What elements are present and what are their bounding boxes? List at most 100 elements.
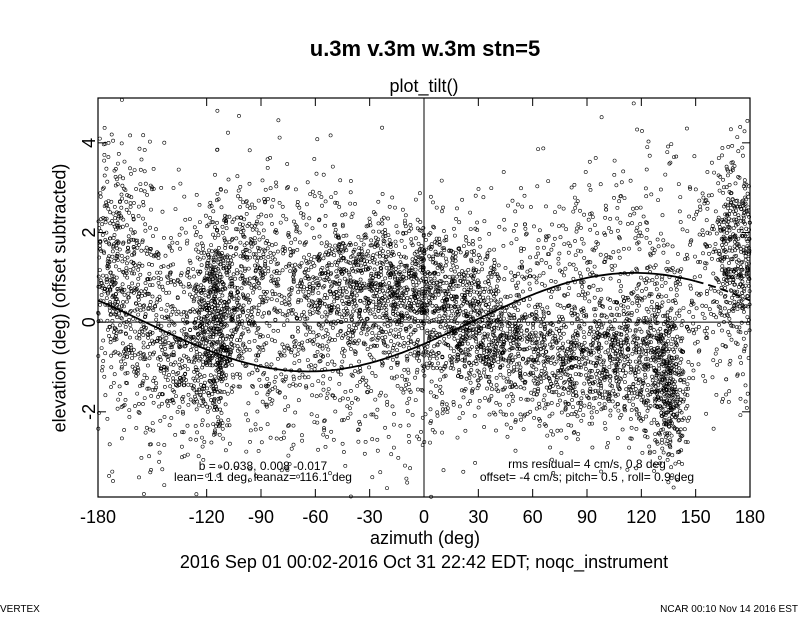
data-point bbox=[213, 270, 218, 275]
data-point bbox=[329, 247, 334, 252]
data-point bbox=[219, 344, 224, 349]
data-point bbox=[319, 271, 324, 276]
data-point bbox=[296, 298, 301, 302]
data-point bbox=[605, 445, 609, 450]
data-point bbox=[523, 372, 528, 376]
data-point bbox=[125, 261, 129, 266]
data-point bbox=[253, 223, 258, 228]
data-point bbox=[134, 426, 139, 430]
data-point bbox=[268, 435, 273, 440]
data-point bbox=[537, 344, 542, 349]
data-point bbox=[452, 226, 456, 231]
data-point bbox=[234, 236, 239, 241]
data-point bbox=[188, 260, 193, 265]
data-point bbox=[608, 408, 613, 413]
data-point bbox=[121, 176, 126, 181]
data-point bbox=[182, 454, 187, 459]
data-point bbox=[284, 186, 289, 191]
data-point bbox=[330, 283, 334, 288]
data-point bbox=[121, 241, 126, 246]
data-point bbox=[276, 118, 281, 123]
data-point bbox=[655, 441, 660, 446]
data-point bbox=[165, 274, 170, 279]
data-point bbox=[192, 387, 197, 392]
data-point bbox=[288, 292, 293, 297]
data-point bbox=[145, 192, 150, 197]
data-point bbox=[291, 374, 296, 379]
data-point bbox=[197, 341, 202, 346]
data-point bbox=[176, 309, 181, 314]
data-point bbox=[334, 311, 339, 316]
data-point bbox=[115, 315, 120, 320]
data-point bbox=[158, 270, 163, 275]
data-point bbox=[186, 402, 191, 407]
data-point bbox=[125, 223, 129, 228]
data-point bbox=[220, 333, 225, 338]
data-point bbox=[361, 322, 366, 327]
data-point bbox=[449, 313, 454, 318]
data-point bbox=[194, 325, 199, 330]
data-point bbox=[335, 296, 340, 301]
data-point bbox=[215, 108, 220, 113]
data-point bbox=[139, 455, 144, 460]
data-point bbox=[594, 409, 599, 414]
data-point bbox=[341, 247, 346, 252]
data-point bbox=[280, 268, 285, 273]
data-point bbox=[170, 397, 175, 402]
data-point bbox=[573, 372, 578, 377]
data-point bbox=[169, 352, 174, 357]
data-point bbox=[380, 230, 385, 235]
data-point bbox=[566, 390, 571, 395]
data-point bbox=[321, 381, 325, 386]
data-point bbox=[218, 290, 223, 295]
data-point bbox=[238, 264, 243, 269]
data-point bbox=[242, 217, 247, 222]
data-point bbox=[432, 276, 437, 281]
data-point bbox=[257, 334, 262, 339]
data-point bbox=[349, 292, 354, 297]
data-point bbox=[554, 359, 559, 364]
data-point bbox=[222, 342, 227, 347]
data-point bbox=[146, 335, 151, 340]
data-point bbox=[154, 381, 159, 386]
data-point bbox=[119, 141, 124, 146]
data-point bbox=[168, 362, 173, 367]
data-point bbox=[256, 231, 261, 236]
data-point bbox=[254, 353, 259, 358]
data-point bbox=[236, 314, 241, 319]
data-point bbox=[414, 283, 419, 288]
data-point bbox=[169, 319, 174, 324]
data-point bbox=[129, 259, 134, 264]
data-point bbox=[384, 330, 388, 335]
data-point bbox=[109, 132, 114, 137]
data-point bbox=[352, 263, 357, 268]
data-point bbox=[120, 98, 124, 102]
data-point bbox=[193, 233, 198, 238]
data-point bbox=[534, 367, 539, 372]
data-point bbox=[271, 251, 276, 256]
data-point bbox=[315, 342, 320, 347]
data-point bbox=[143, 181, 148, 186]
data-point bbox=[621, 312, 626, 317]
data-point bbox=[289, 288, 294, 293]
data-point bbox=[678, 387, 682, 392]
data-point bbox=[327, 261, 331, 266]
data-point bbox=[315, 256, 320, 261]
data-point bbox=[451, 287, 456, 292]
data-point bbox=[312, 263, 317, 268]
data-point bbox=[324, 328, 329, 333]
data-point bbox=[137, 261, 142, 266]
data-point bbox=[621, 308, 626, 313]
data-point bbox=[589, 410, 594, 415]
data-point bbox=[147, 262, 151, 267]
data-point bbox=[451, 263, 456, 268]
data-point bbox=[301, 310, 306, 315]
data-point bbox=[199, 283, 204, 288]
data-point bbox=[300, 372, 305, 377]
data-point bbox=[238, 375, 243, 380]
data-point bbox=[315, 349, 320, 354]
data-point bbox=[204, 325, 208, 330]
data-point bbox=[697, 198, 702, 203]
data-point bbox=[226, 313, 231, 318]
data-point bbox=[403, 326, 408, 331]
